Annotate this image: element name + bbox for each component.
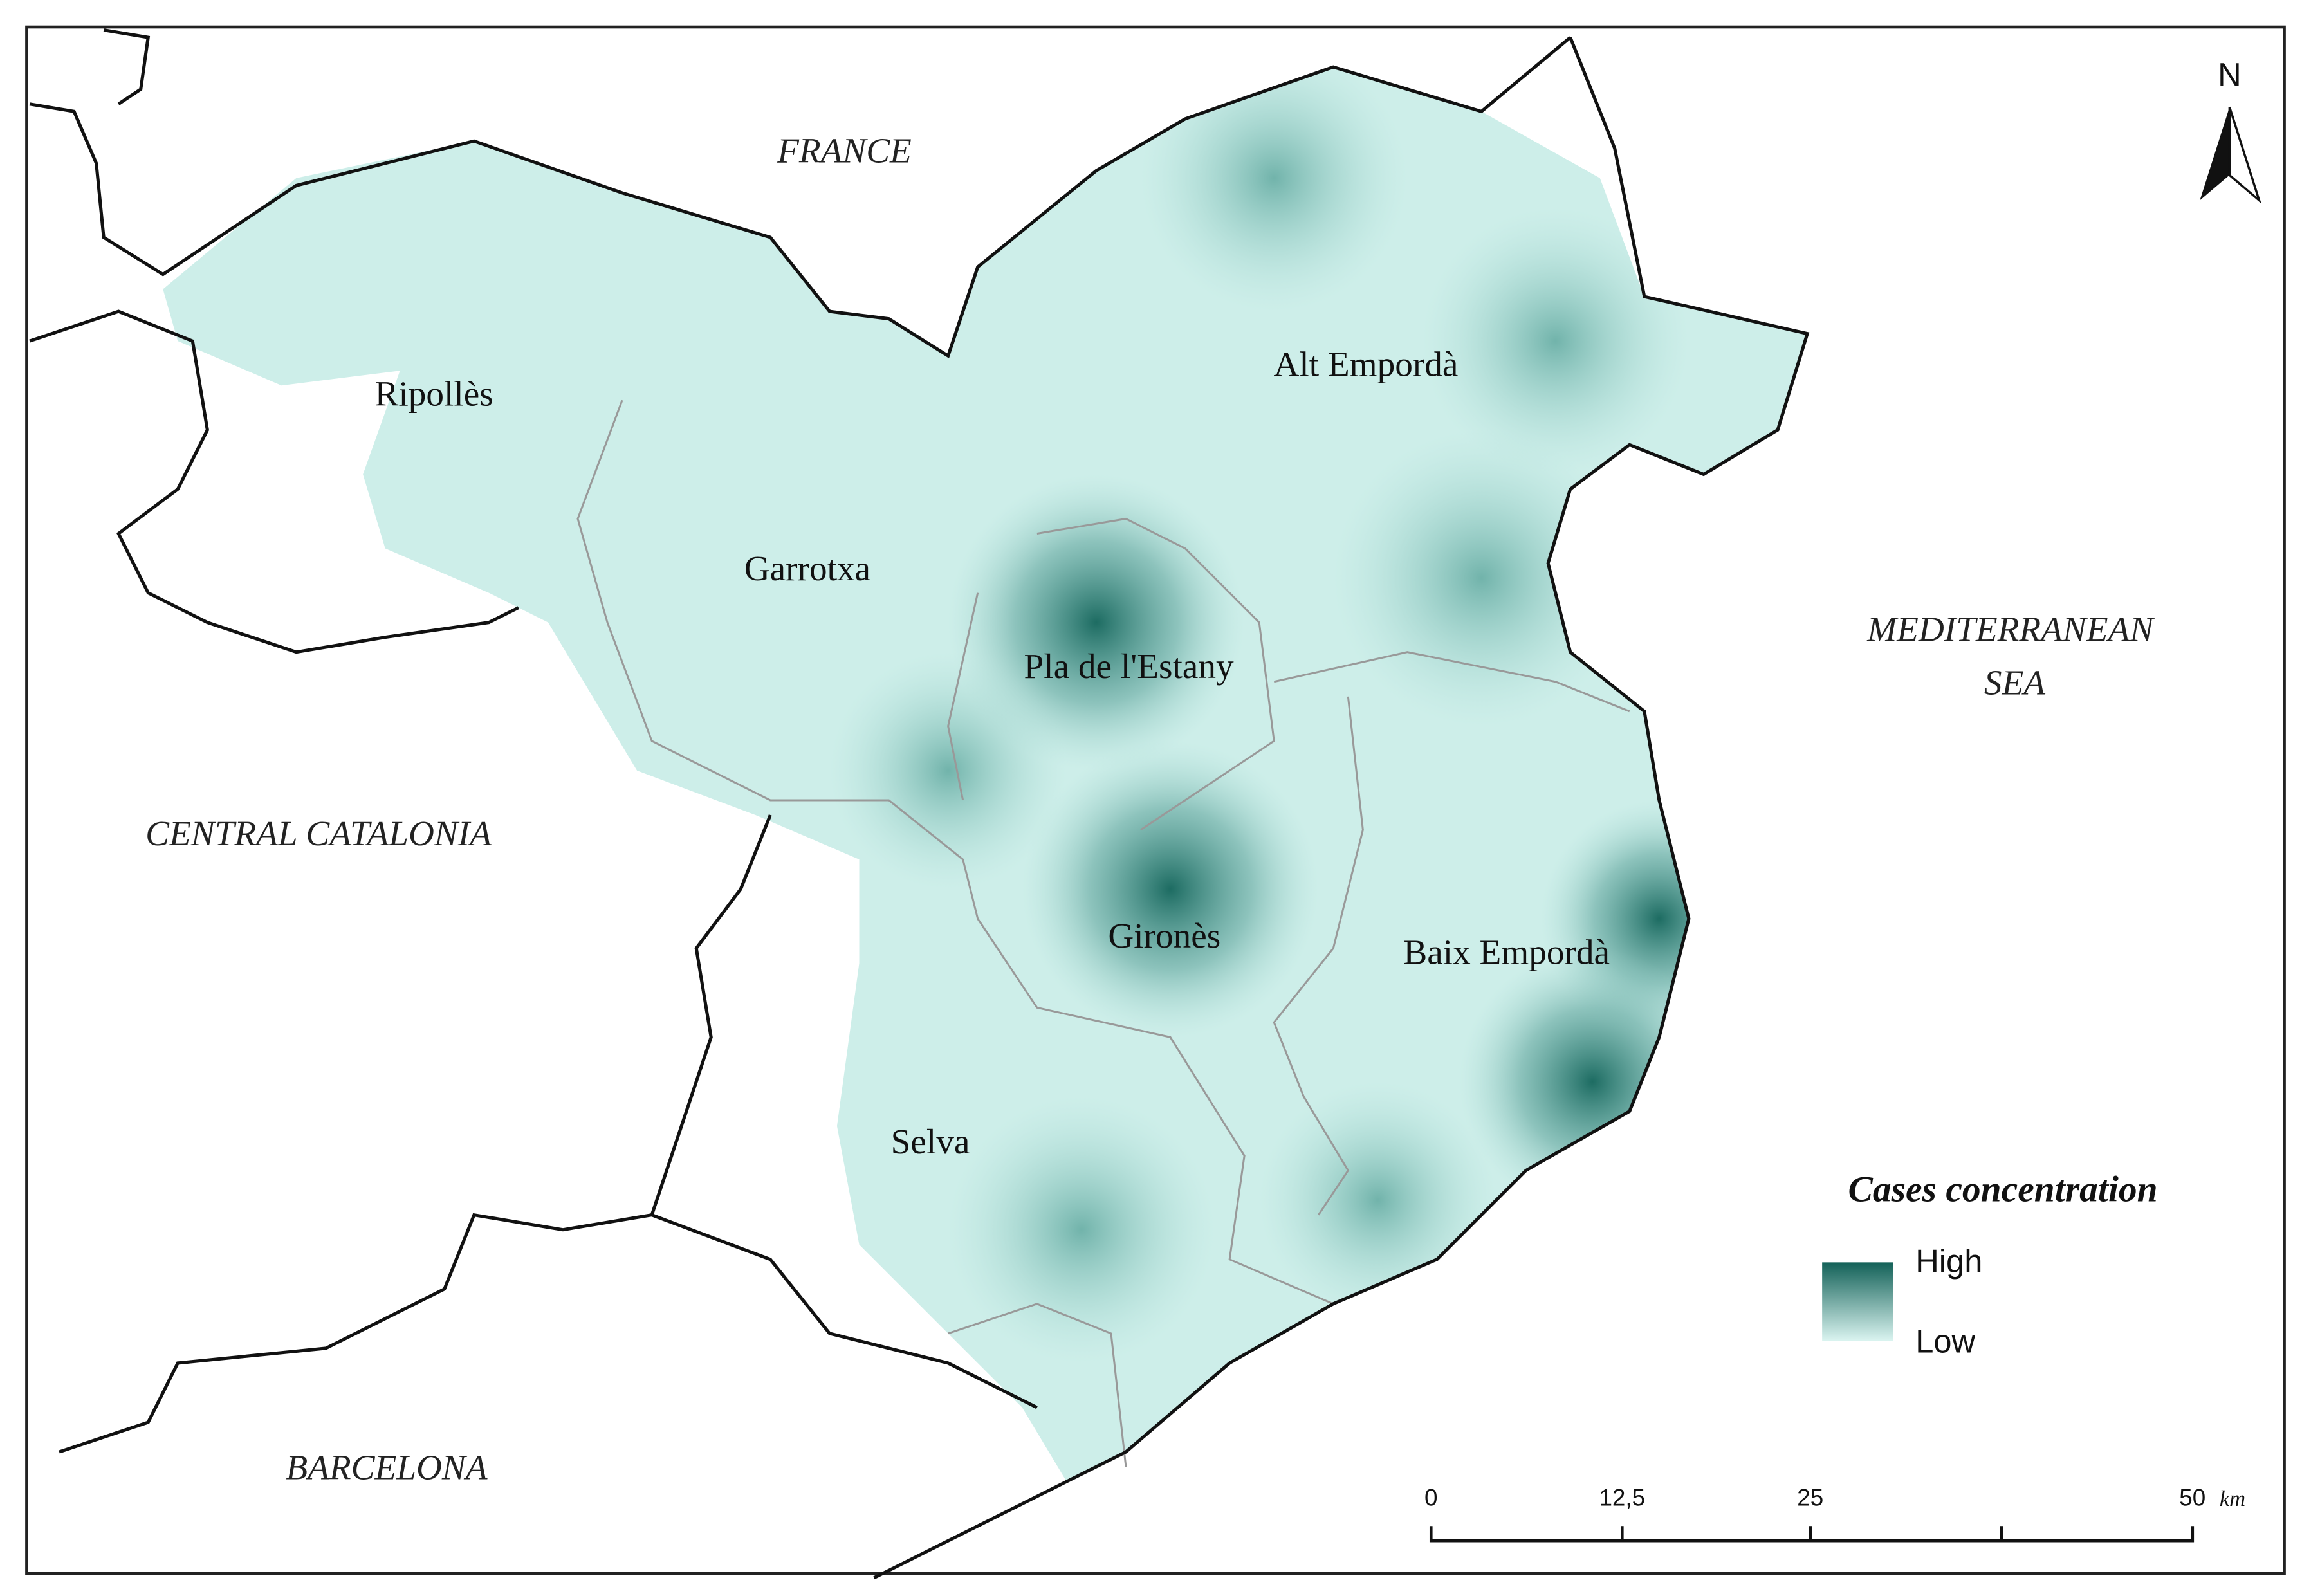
neighbour-label: FRANCE	[777, 131, 912, 170]
comarca-borders	[576, 399, 1630, 1467]
region-label: Ripollès	[375, 374, 493, 413]
scale-unit: km	[2220, 1487, 2245, 1511]
labels: FRANCE CENTRAL CATALONIA BARCELONA MEDIT…	[145, 131, 2155, 1487]
neighbour-label: BARCELONA	[286, 1448, 487, 1487]
scale-label: 50	[2179, 1484, 2205, 1510]
admin-borders	[29, 28, 1810, 1580]
legend-title: Cases concentration	[1848, 1169, 2157, 1209]
sea-label: MEDITERRANEAN	[1866, 609, 2155, 648]
legend-swatch	[1822, 1262, 1893, 1341]
region-label: Selva	[891, 1122, 970, 1161]
region-label: Garrotxa	[744, 549, 870, 588]
scale-bar: 0 12,5 25 50 km	[1424, 1484, 2245, 1543]
scale-label: 0	[1424, 1484, 1437, 1510]
sea-label: SEA	[1984, 663, 2045, 702]
legend-high: High	[1915, 1243, 1982, 1280]
legend: Cases concentration High Low	[1822, 1169, 2158, 1359]
neighbour-label: CENTRAL CATALONIA	[145, 814, 492, 853]
north-label: N	[2218, 57, 2242, 93]
region-label: Alt Empordà	[1273, 344, 1458, 383]
scale-label: 25	[1797, 1484, 1823, 1510]
region-label: Baix Empordà	[1403, 932, 1610, 971]
scale-label: 12,5	[1599, 1484, 1645, 1510]
north-arrow: N	[2200, 57, 2261, 204]
region-label: Gironès	[1108, 916, 1220, 955]
region-label: Pla de l'Estany	[1024, 647, 1234, 686]
legend-low: Low	[1915, 1323, 1975, 1359]
